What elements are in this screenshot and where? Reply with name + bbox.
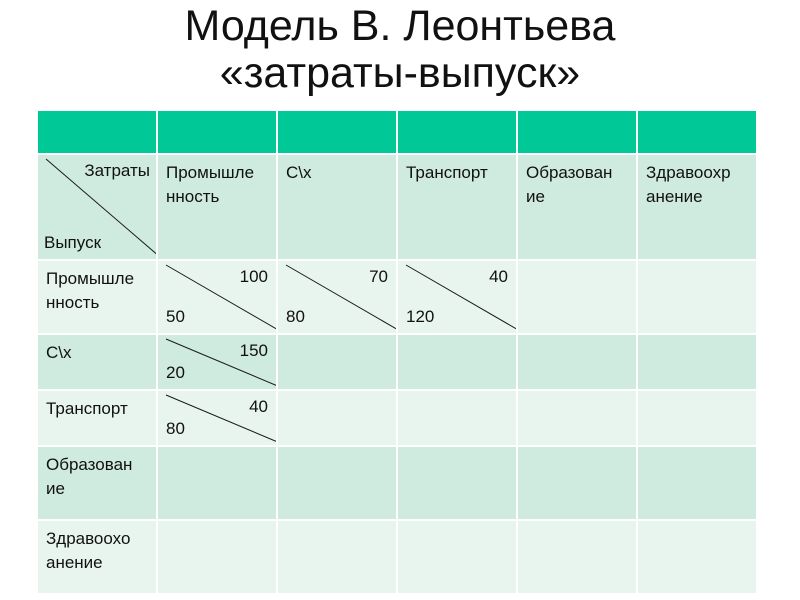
table-cell <box>278 391 396 445</box>
row-header: Здравоохо анение <box>38 521 156 593</box>
cell-value-output: 80 <box>166 419 185 438</box>
header-band-cell <box>158 111 276 153</box>
table-cell <box>638 521 756 593</box>
table-cell <box>518 391 636 445</box>
cell-value-cost: 70 <box>369 267 388 286</box>
row-header: С\х <box>38 335 156 389</box>
row-header-label: Образован ие <box>46 455 133 498</box>
row-header-label: Здравоохо анение <box>46 529 131 572</box>
column-header: Промышле нность <box>158 155 276 259</box>
input-output-table: Затраты Выпуск Промышле нность С\х Транспорт… <box>38 111 756 593</box>
column-header-label: Образован ие <box>526 163 613 206</box>
table-cell <box>518 447 636 519</box>
table-cell <box>518 521 636 593</box>
row-header: Образован ие <box>38 447 156 519</box>
table-cell <box>398 391 516 445</box>
table-cell: 100 50 <box>158 261 276 333</box>
column-header-label: Транспорт <box>406 163 488 182</box>
cell-value-cost: 150 <box>239 341 268 360</box>
slide-title: Модель В. Леонтьева «затраты-выпуск» <box>0 0 800 97</box>
table-cell <box>398 335 516 389</box>
column-header: Транспорт <box>398 155 516 259</box>
cell-value-cost: 100 <box>239 267 268 286</box>
table-cell <box>158 521 276 593</box>
corner-label-output: Выпуск <box>44 233 102 252</box>
cell-value-output: 80 <box>286 307 305 326</box>
row-header-label: Промышле нность <box>46 269 135 312</box>
header-band-cell <box>278 111 396 153</box>
table-cell <box>638 261 756 333</box>
table-cell <box>518 335 636 389</box>
table-cell <box>518 261 636 333</box>
table-cell <box>158 447 276 519</box>
title-line-1: Модель В. Леонтьева <box>184 2 616 50</box>
column-header-label: С\х <box>286 163 312 182</box>
cell-value-output: 50 <box>166 307 185 326</box>
corner-label-costs: Затраты <box>84 161 150 180</box>
table-cell <box>638 447 756 519</box>
table-cell <box>638 391 756 445</box>
table-cell: 40 80 <box>158 391 276 445</box>
corner-cell: Затраты Выпуск <box>38 155 156 259</box>
cell-value-cost: 40 <box>489 267 508 286</box>
header-band-cell <box>38 111 156 153</box>
row-header: Транспорт <box>38 391 156 445</box>
column-header: Здравоохр анение <box>638 155 756 259</box>
table-cell <box>638 335 756 389</box>
row-header-label: Транспорт <box>46 399 128 418</box>
table-cell: 40 120 <box>398 261 516 333</box>
table-cell <box>278 521 396 593</box>
table-cell: 70 80 <box>278 261 396 333</box>
cell-value-output: 20 <box>166 363 185 382</box>
row-header: Промышле нность <box>38 261 156 333</box>
table-cell: 150 20 <box>158 335 276 389</box>
header-band-cell <box>518 111 636 153</box>
column-header-label: Здравоохр анение <box>646 163 731 206</box>
cell-value-output: 120 <box>406 307 435 326</box>
cell-value-cost: 40 <box>249 397 268 416</box>
table-cell <box>398 521 516 593</box>
table-cell <box>278 335 396 389</box>
column-header: Образован ие <box>518 155 636 259</box>
row-header-label: С\х <box>46 343 72 362</box>
table-cell <box>398 447 516 519</box>
header-band-cell <box>638 111 756 153</box>
column-header-label: Промышле нность <box>166 163 255 206</box>
column-header: С\х <box>278 155 396 259</box>
table-cell <box>278 447 396 519</box>
title-line-2: «затраты-выпуск» <box>219 49 581 97</box>
header-band-cell <box>398 111 516 153</box>
